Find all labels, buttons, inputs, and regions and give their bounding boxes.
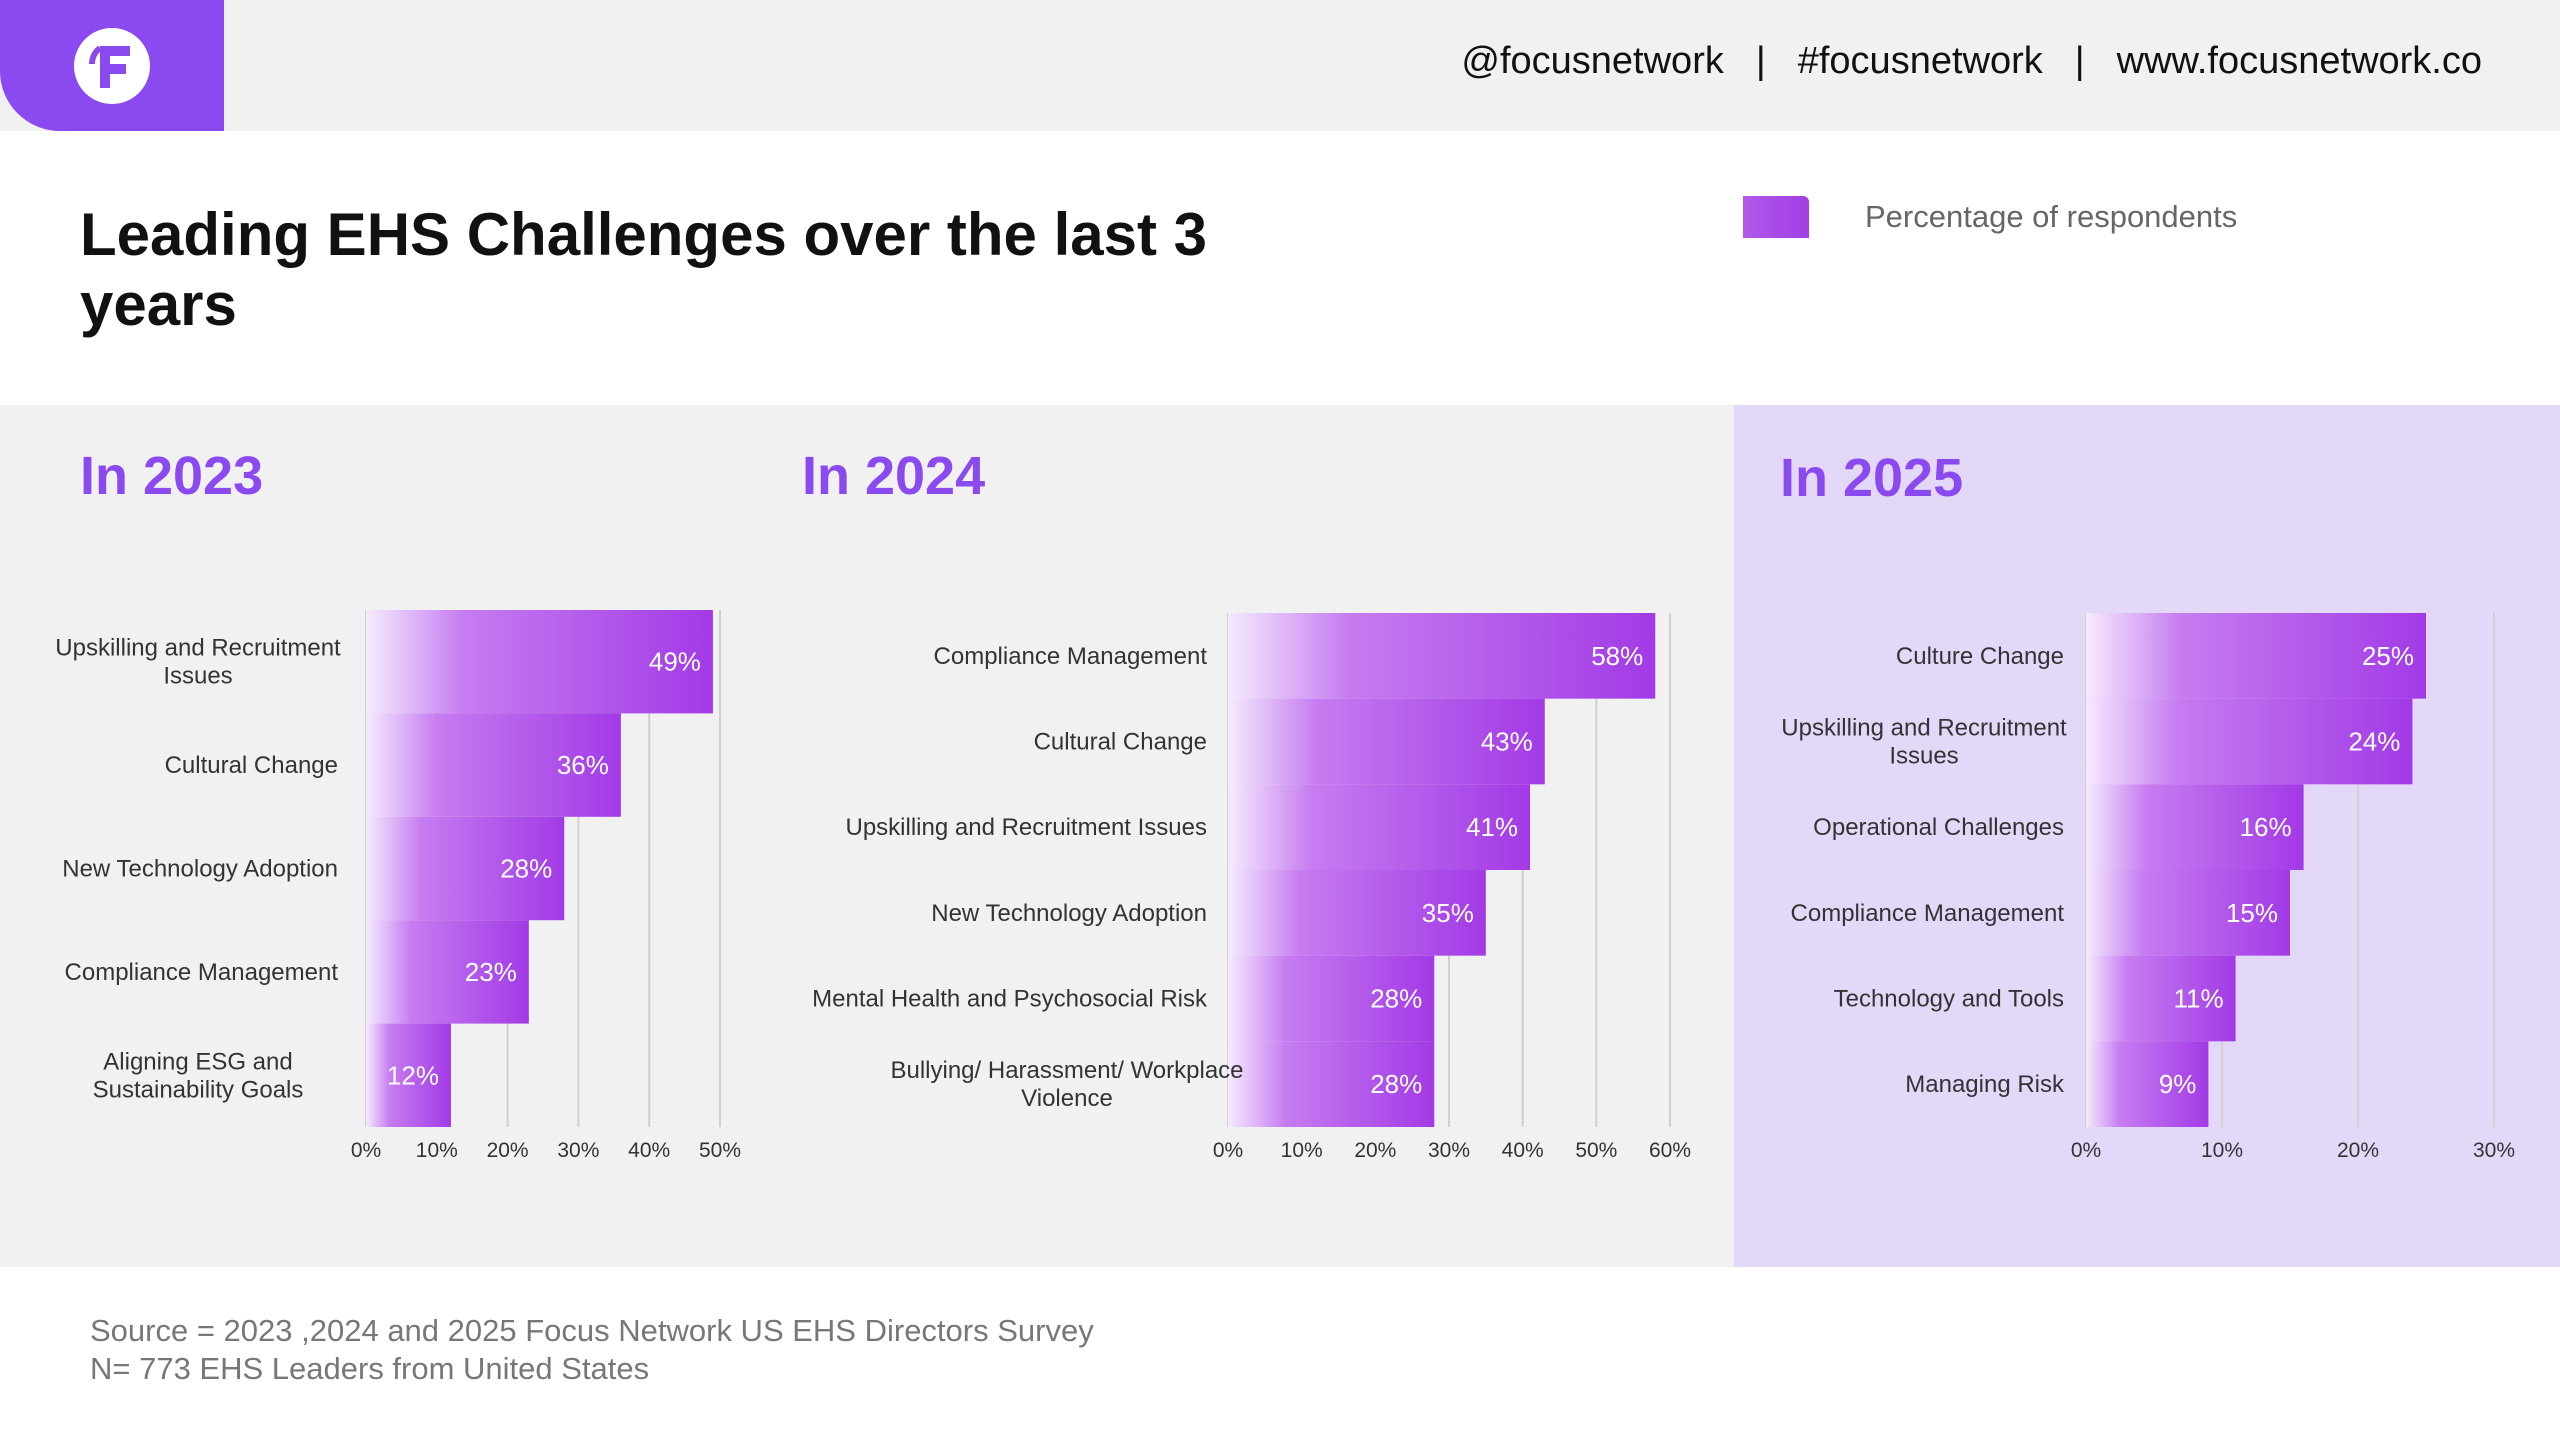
legend: Percentage of respondents	[1743, 196, 2237, 238]
x-tick-label: 0%	[1213, 1139, 1243, 1162]
bar-value-label: 58%	[1591, 641, 1643, 671]
bar[interactable]	[2086, 955, 2236, 1042]
bar[interactable]	[2086, 784, 2304, 870]
chart-2024: 0% 10% 20% 30% 40% 50% 60% 58% Compliance Manage…	[812, 613, 1691, 1162]
category-label: Mental Health and Psychosocial Risk	[812, 986, 1208, 1013]
bar-value-label: 12%	[387, 1060, 439, 1090]
category-label: Compliance Management	[1791, 900, 2065, 927]
bar[interactable]	[1228, 613, 1656, 699]
category-label: Upskilling and Recruitment Issues	[1781, 715, 2067, 770]
x-tick-label: 30%	[557, 1139, 599, 1162]
bar[interactable]	[2086, 698, 2413, 785]
chart-title-2024: In 2024	[802, 446, 986, 506]
bar[interactable]	[2086, 1041, 2209, 1127]
category-label: Cultural Change	[165, 752, 338, 779]
chart-2025: 0% 10% 20% 30% 25% Culture Change 24% Upskillin…	[1781, 613, 2515, 1162]
bar-value-label: 25%	[2362, 641, 2414, 671]
category-label: Operational Challenges	[1813, 814, 2064, 841]
source-line: Source = 2023 ,2024 and 2025 Focus Netwo…	[90, 1313, 1094, 1348]
category-label: Technology and Tools	[1834, 986, 2064, 1013]
bar-value-label: 23%	[465, 957, 517, 987]
category-label: Bullying/ Harassment/ Workplace Violence	[890, 1057, 1243, 1112]
x-tick-label: 50%	[699, 1139, 741, 1162]
bar[interactable]	[1228, 1041, 1435, 1127]
chart-title-2025: In 2025	[1780, 448, 1964, 508]
bar-value-label: 15%	[2226, 898, 2278, 928]
category-label: Cultural Change	[1034, 729, 1207, 756]
x-tick-label: 0%	[351, 1139, 381, 1162]
bar-value-label: 36%	[557, 750, 609, 780]
bar-value-label: 35%	[1422, 898, 1474, 928]
legend-label: Percentage of respondents	[1865, 199, 2238, 234]
bar-value-label: 28%	[500, 854, 552, 884]
chart-2023: 0% 10% 20% 30% 40% 50% 49% Upskilling and Recru…	[55, 610, 741, 1162]
x-tick-label: 20%	[487, 1139, 529, 1162]
bar-value-label: 41%	[1466, 812, 1518, 842]
bar[interactable]	[366, 713, 621, 817]
bar-value-label: 49%	[649, 647, 701, 677]
bar-value-label: 24%	[2348, 727, 2400, 757]
separator: |	[2074, 40, 2085, 82]
category-label: Upskilling and Recruitment Issues	[846, 814, 1208, 841]
bar[interactable]	[1228, 955, 1435, 1042]
x-tick-label: 20%	[1354, 1139, 1396, 1162]
category-label: Managing Risk	[1905, 1071, 2065, 1098]
bar[interactable]	[366, 610, 713, 714]
separator: |	[1755, 40, 1766, 82]
bar-value-label: 11%	[2173, 984, 2223, 1014]
category-label: Aligning ESG and Sustainability Goals	[93, 1048, 304, 1103]
logo[interactable]	[0, 0, 224, 131]
x-tick-label: 50%	[1575, 1139, 1617, 1162]
bar[interactable]	[1228, 870, 1486, 956]
bar[interactable]	[366, 816, 565, 921]
x-tick-label: 10%	[416, 1139, 458, 1162]
sample-size-line: N= 773 EHS Leaders from United States	[90, 1351, 650, 1386]
x-tick-label: 30%	[1428, 1139, 1470, 1162]
bar[interactable]	[2086, 613, 2426, 699]
bar-value-label: 43%	[1481, 727, 1533, 757]
bar[interactable]	[366, 920, 529, 1024]
category-label: Upskilling and Recruitment Issues	[55, 635, 341, 690]
x-tick-label: 60%	[1649, 1139, 1691, 1162]
x-tick-label: 0%	[2071, 1139, 2101, 1162]
bar-value-label: 28%	[1370, 1069, 1422, 1099]
bar[interactable]	[2086, 870, 2290, 956]
focus-network-logo-icon	[74, 28, 150, 104]
x-tick-label: 20%	[2337, 1139, 2379, 1162]
legend-swatch	[1743, 196, 1809, 238]
x-tick-label: 40%	[628, 1139, 670, 1162]
page-title: Leading EHS Challenges over the last 3 y…	[80, 201, 1207, 338]
category-label: New Technology Adoption	[62, 856, 338, 883]
website-link[interactable]: www.focusnetwork.co	[2116, 40, 2482, 82]
bar-value-label: 9%	[2159, 1069, 2197, 1099]
category-label: Compliance Management	[934, 643, 1208, 670]
category-label: Culture Change	[1896, 643, 2064, 670]
x-tick-label: 10%	[2201, 1139, 2243, 1162]
category-label: New Technology Adoption	[931, 900, 1207, 927]
category-label: Compliance Management	[65, 959, 339, 986]
source-note: Source = 2023 ,2024 and 2025 Focus Netwo…	[90, 1312, 1094, 1388]
x-tick-label: 10%	[1281, 1139, 1323, 1162]
bar-value-label: 16%	[2240, 812, 2292, 842]
x-tick-label: 30%	[2473, 1139, 2515, 1162]
bar[interactable]	[1228, 784, 1531, 870]
top-bar: @focusnetwork | #focusnetwork | www.focu…	[0, 0, 2560, 131]
x-tick-label: 40%	[1502, 1139, 1544, 1162]
bar-value-label: 28%	[1370, 984, 1422, 1014]
social-handle[interactable]: @focusnetwork	[1461, 40, 1724, 82]
bar[interactable]	[366, 1023, 451, 1127]
bar[interactable]	[1228, 698, 1545, 785]
social-links: @focusnetwork | #focusnetwork | www.focu…	[1461, 40, 2482, 83]
social-hashtag[interactable]: #focusnetwork	[1797, 40, 2043, 82]
chart-title-2023: In 2023	[80, 446, 264, 506]
